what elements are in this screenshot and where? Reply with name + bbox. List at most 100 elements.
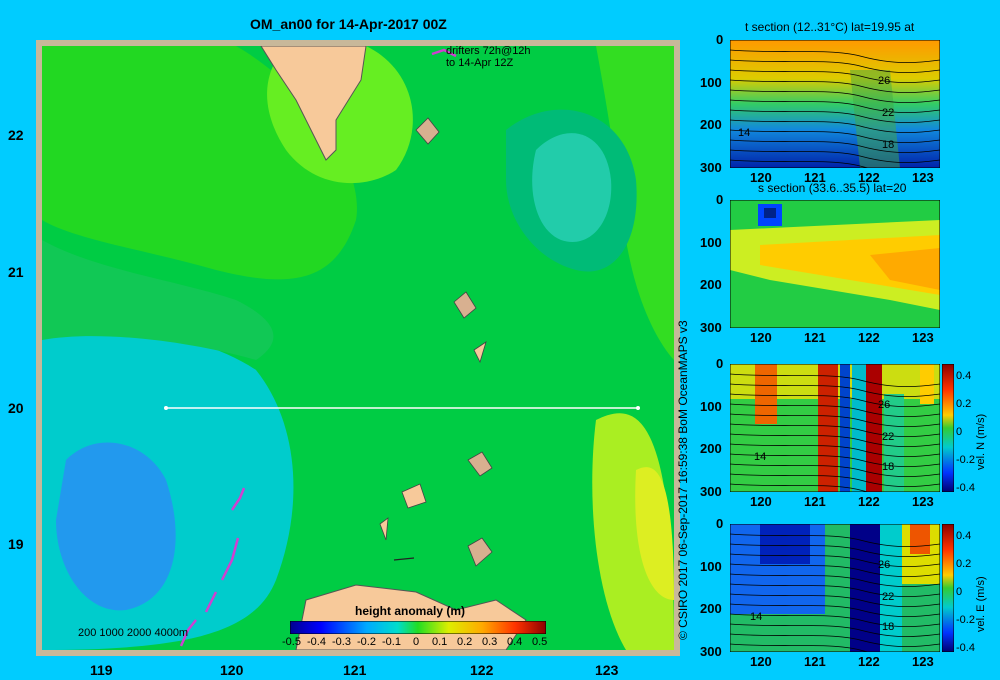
contour-label: 26: [878, 399, 890, 411]
vel-colorbar-tick: 0.2: [956, 398, 972, 410]
panel-lon-tick: 122: [858, 330, 880, 345]
island-line: [393, 557, 415, 561]
island: [473, 341, 487, 364]
contour-label: 14: [738, 127, 750, 139]
panel-depth-tick: 0: [716, 356, 724, 371]
contour-label: 22: [882, 107, 894, 119]
credit-text: © CSIRO 2017 06-Sep-2017 16:59:38 BoM Oc…: [676, 320, 690, 640]
contour-label: 14: [750, 611, 762, 623]
panel-depth-tick: 200: [700, 117, 722, 133]
contour-label: 14: [754, 451, 766, 463]
lon-tick: 120: [220, 662, 244, 678]
lat-tick: 22: [8, 127, 24, 143]
anomaly-zone-east-lower: [532, 133, 612, 242]
panel-depth-tick: 200: [700, 277, 722, 293]
contour-label: 18: [882, 139, 894, 151]
panel-lon-tick: 121: [804, 494, 826, 509]
island: [401, 483, 427, 509]
panel-title: t section (12..31°C) lat=19.95 at: [745, 20, 915, 34]
vel-colorbar-tick: -0.4: [956, 482, 975, 494]
panel-lon-tick: 121: [804, 654, 826, 669]
contour-label: 18: [882, 461, 894, 473]
panel-depth-tick: 300: [700, 160, 722, 175]
contour-label: 18: [882, 621, 894, 633]
lat-tick: 19: [8, 536, 24, 552]
drifter-note-line1: drifters 72h@12h: [446, 45, 531, 57]
colorbar-tick: 0.4: [507, 636, 523, 648]
panel-lon-tick: 122: [858, 494, 880, 509]
vel-colorbar-tick: 0.2: [956, 558, 972, 570]
velocity-n-contours: [730, 373, 940, 492]
velocity-e-contours: [730, 533, 940, 652]
panel-lon-tick: 122: [858, 170, 880, 185]
vel-e-colorbar: [942, 524, 954, 652]
panel-depth-tick: 100: [700, 558, 722, 574]
contour-label: 26: [878, 559, 890, 571]
depth-legend: 200 1000 2000 4000m: [78, 627, 188, 639]
panel-lon-tick: 122: [858, 654, 880, 669]
colorbar-tick: 0.3: [482, 636, 498, 648]
panel-lon-tick: 123: [912, 654, 934, 669]
panel-depth-tick: 200: [700, 441, 722, 457]
panel-depth-tick: 300: [700, 484, 722, 499]
anomaly-zone-mid: [42, 240, 274, 360]
vel-e-label: vel. E (m/s): [975, 576, 987, 632]
contour-label: 22: [882, 431, 894, 443]
taiwan-land: [260, 46, 367, 161]
vel-colorbar-tick: 0.4: [956, 370, 972, 382]
height-colorbar: [290, 621, 546, 634]
island: [379, 517, 389, 541]
panel-lon-tick: 123: [912, 330, 934, 345]
colorbar-tick: 0.5: [532, 636, 548, 648]
lon-tick: 123: [595, 662, 619, 678]
panel-depth-tick: 100: [700, 234, 722, 250]
panel-lon-tick: 123: [912, 494, 934, 509]
contour-label: 22: [882, 591, 894, 603]
vel-colorbar-tick: -0.2: [956, 454, 975, 466]
anomaly-zone-se-high: [635, 467, 674, 600]
drifter-tracks: [179, 48, 457, 647]
panel-depth-tick: 0: [716, 32, 724, 47]
colorbar-tick: 0.1: [432, 636, 448, 648]
drifter-note-line2: to 14-Apr 12Z: [446, 57, 514, 69]
colorbar-tick: -0.3: [332, 636, 351, 648]
panel-depth-tick: 300: [700, 320, 722, 335]
panel-lon-tick: 120: [750, 330, 772, 345]
panel-depth-tick: 300: [700, 644, 722, 659]
east-velocity-section: 26 22 18 14: [730, 524, 940, 652]
colorbar-ticks: -0.5 -0.4 -0.3 -0.2 -0.1 0 0.1 0.2 0.3 0…: [282, 636, 554, 652]
colorbar-tick: -0.2: [357, 636, 376, 648]
island: [453, 291, 477, 319]
map-title: OM_an00 for 14-Apr-2017 00Z: [250, 16, 447, 32]
island: [467, 451, 493, 477]
vel-colorbar-tick: 0.4: [956, 530, 972, 542]
panel-title: s section (33.6..35.5) lat=20: [758, 181, 907, 195]
lat-tick: 20: [8, 400, 24, 416]
panel-lon-tick: 121: [804, 330, 826, 345]
vel-colorbar-tick: -0.4: [956, 642, 975, 654]
colorbar-tick: -0.5: [282, 636, 301, 648]
height-anomaly-map: drifters 72h@12h to 14-Apr 12Z 200 1000 …: [36, 40, 680, 656]
vel-colorbar-tick: 0: [956, 426, 963, 438]
salinity-section: [730, 200, 940, 328]
island: [415, 117, 440, 145]
colorbar-tick: -0.4: [307, 636, 326, 648]
anomaly-zone-sw-low: [56, 442, 176, 611]
vel-n-colorbar: [942, 364, 954, 492]
temperature-contours: [730, 49, 940, 168]
lon-tick: 119: [90, 662, 113, 678]
lat-tick: 21: [8, 264, 24, 280]
panel-lon-tick: 120: [750, 170, 772, 185]
vel-colorbar-tick: -0.2: [956, 614, 975, 626]
colorbar-tick: -0.1: [382, 636, 401, 648]
panel-lon-tick: 120: [750, 494, 772, 509]
north-velocity-section: 26 22 18 14: [730, 364, 940, 492]
panel-lon-tick: 121: [804, 170, 826, 185]
panel-depth-tick: 0: [716, 192, 724, 207]
colorbar-tick: 0: [413, 636, 420, 648]
panel-depth-tick: 100: [700, 398, 722, 414]
panel-depth-tick: 100: [700, 74, 722, 90]
colorbar-tick: 0.2: [457, 636, 473, 648]
panel-lon-tick: 120: [750, 654, 772, 669]
panel-depth-tick: 0: [716, 516, 724, 531]
